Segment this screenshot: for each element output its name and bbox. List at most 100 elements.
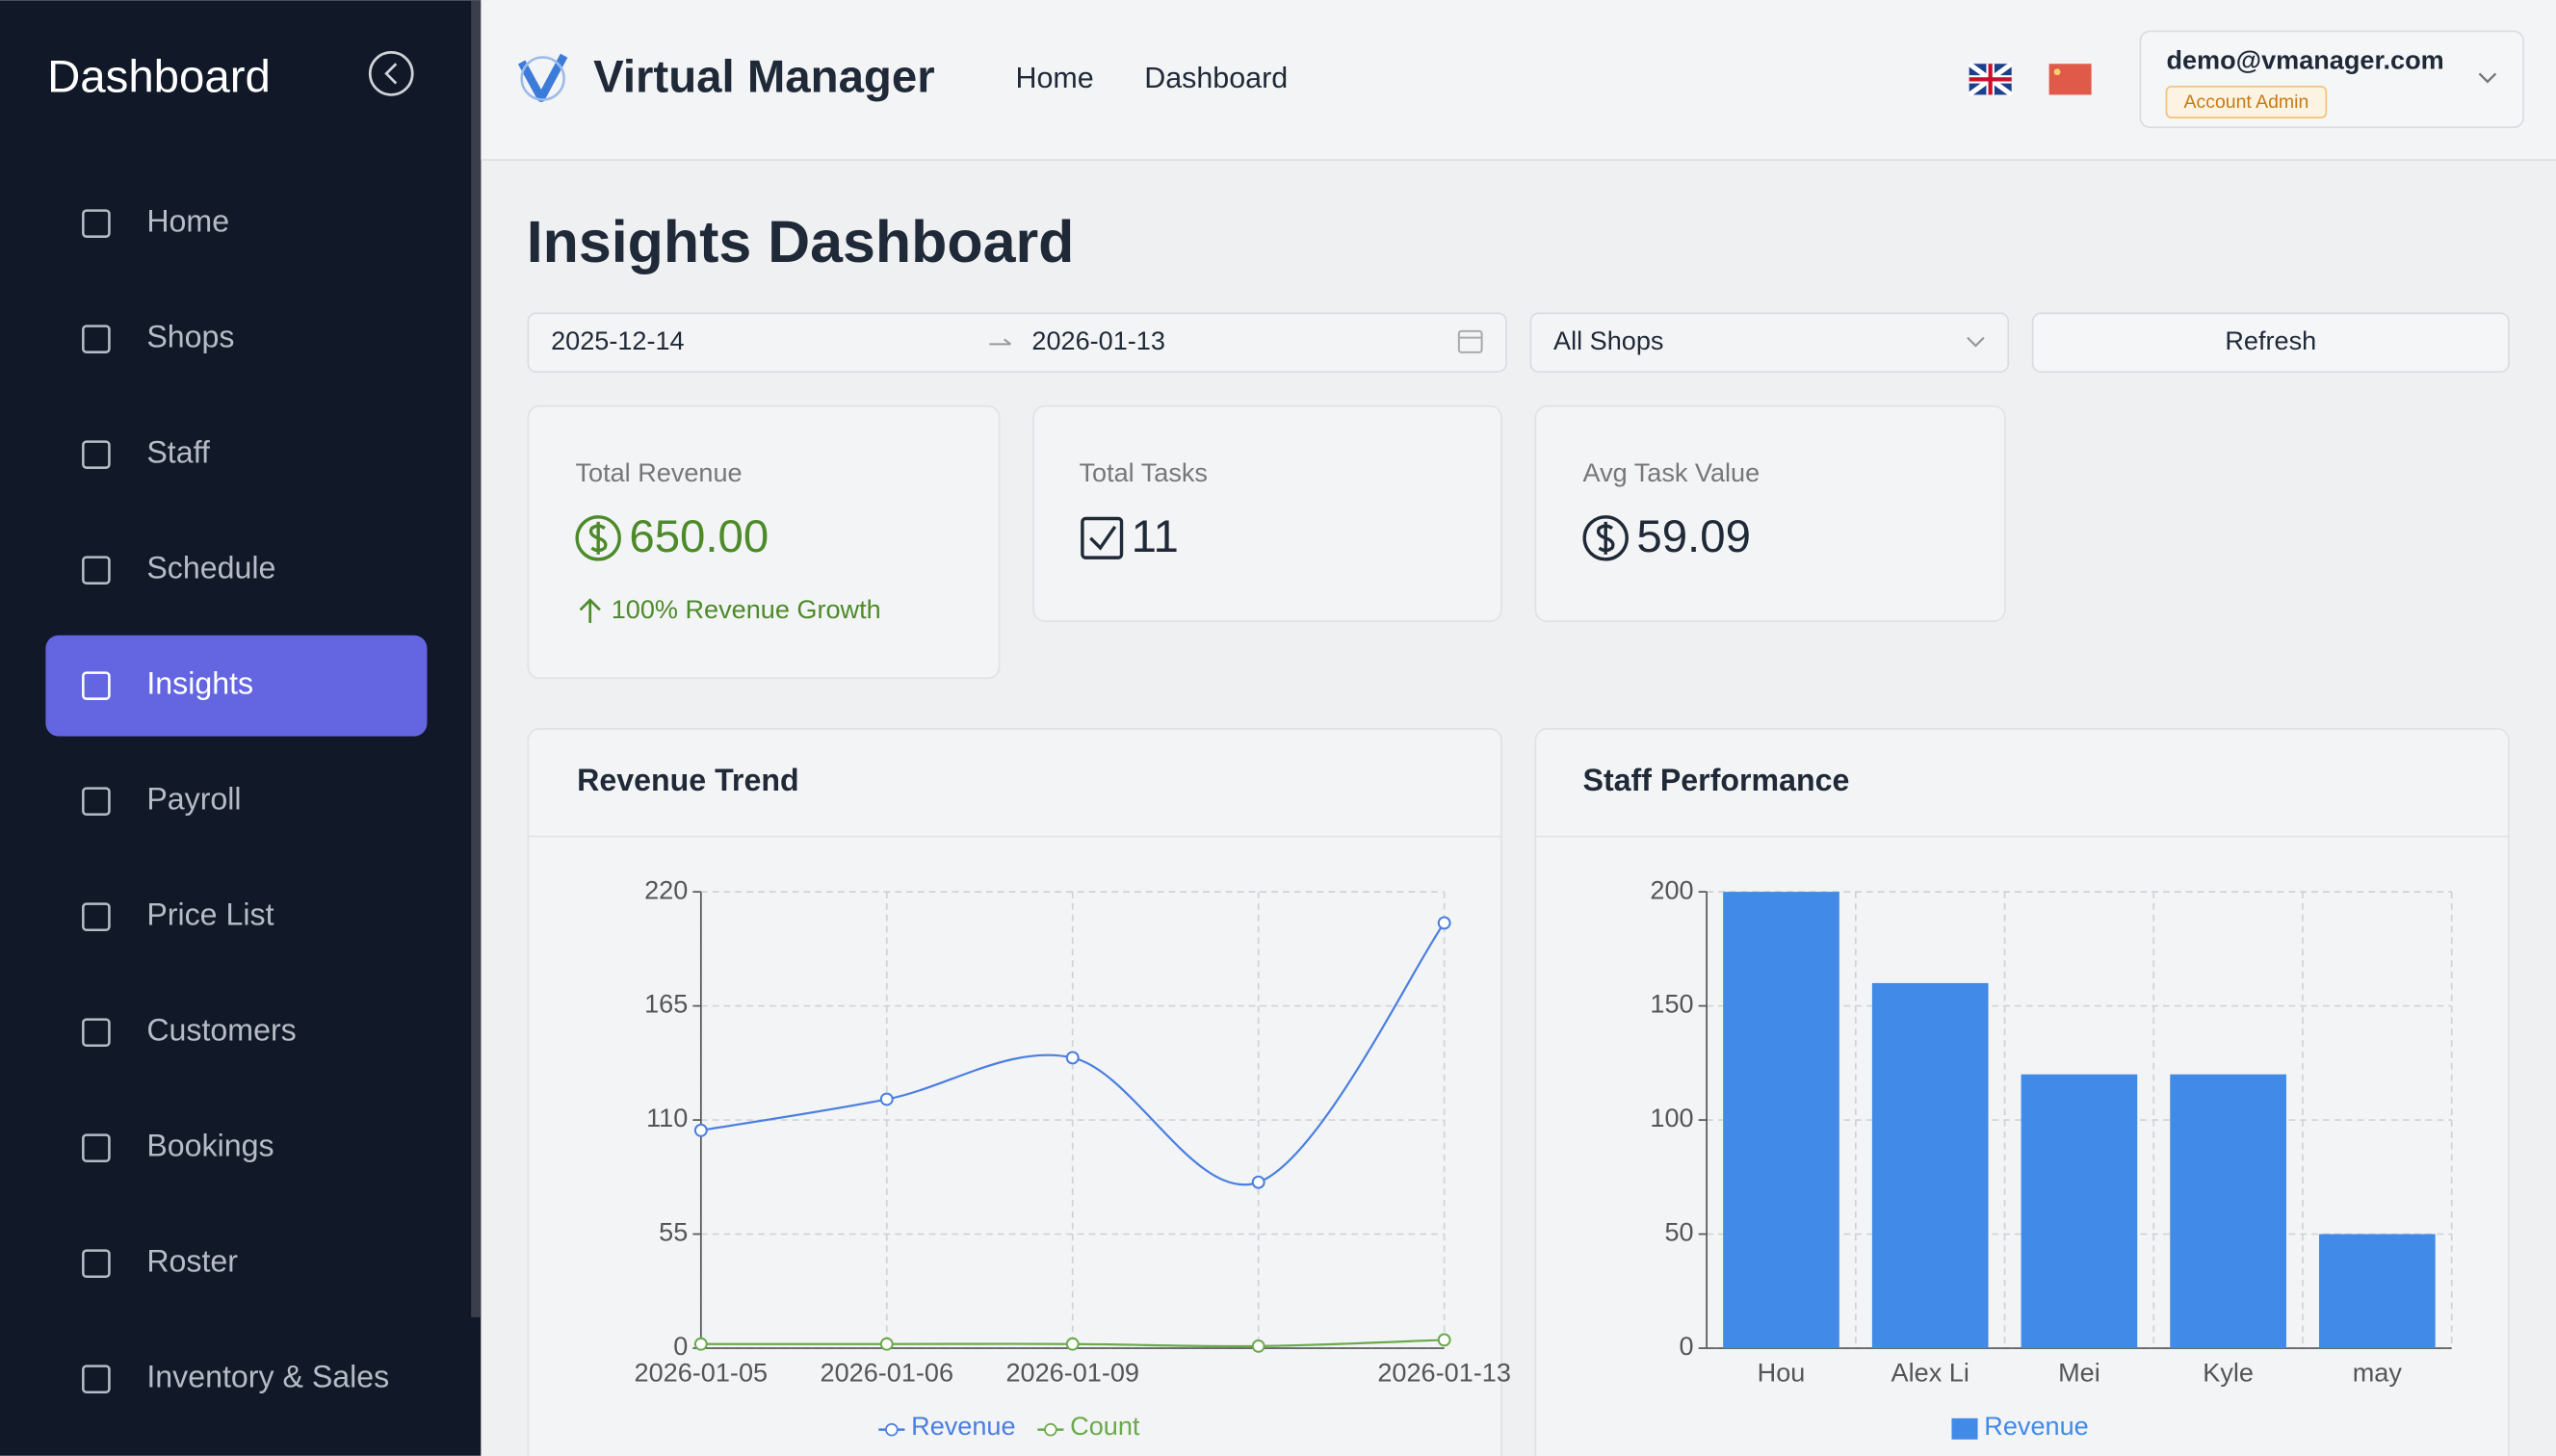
nav-item[interactable]: Schedule xyxy=(146,551,275,585)
stat-card xyxy=(1534,404,2006,622)
dollar-icon xyxy=(1582,515,1629,561)
point xyxy=(1437,1333,1451,1347)
nav-item[interactable]: Home xyxy=(146,204,229,239)
point xyxy=(1251,1339,1265,1353)
nav-item[interactable]: Inventory & Sales xyxy=(146,1360,389,1394)
up-arrow xyxy=(579,598,601,623)
point xyxy=(1251,1175,1265,1189)
nav-icon xyxy=(82,556,111,585)
x-tick-label: Alex Li xyxy=(1891,1357,1969,1387)
y-tick-label: 0 xyxy=(1680,1331,1694,1361)
shop-select-text: All Shops xyxy=(1553,325,1663,355)
nav-icon xyxy=(82,440,111,469)
logo xyxy=(517,53,568,103)
legend-symbol xyxy=(1951,1417,1978,1440)
stat-value: 11 xyxy=(1132,511,1179,562)
nav-item[interactable]: Payroll xyxy=(146,782,241,817)
y-tick-label: 150 xyxy=(1650,989,1693,1019)
x-tick-label: 2026-01-13 xyxy=(1377,1357,1511,1387)
nav-link[interactable]: Dashboard xyxy=(1144,62,1288,94)
x-tick-label: Hou xyxy=(1758,1357,1806,1387)
nav-icon xyxy=(82,1133,111,1162)
x-tick-label: may xyxy=(2353,1357,2403,1387)
bar xyxy=(2021,1074,2138,1349)
nav-item[interactable]: Staff xyxy=(146,435,210,470)
legend-symbol xyxy=(1044,1422,1057,1437)
stat-value: 59.09 xyxy=(1636,511,1751,562)
dollar-icon xyxy=(575,515,621,561)
date-range[interactable] xyxy=(527,312,1507,374)
x-tick-label: 2026-01-09 xyxy=(1005,1357,1139,1387)
point xyxy=(693,1123,708,1137)
bar xyxy=(2170,1074,2286,1349)
nav-icon xyxy=(82,1249,111,1278)
nav-icon xyxy=(82,787,111,816)
bar xyxy=(1871,982,1989,1349)
nav-item[interactable]: Bookings xyxy=(146,1129,274,1163)
x-tick-label: Kyle xyxy=(2203,1357,2254,1387)
stat-label: Total Tasks xyxy=(1080,457,1208,487)
check-icon xyxy=(1081,516,1124,559)
chart-title: Revenue Trend xyxy=(577,763,798,797)
y-tick-label: 220 xyxy=(644,874,688,904)
legend-label[interactable]: Revenue xyxy=(1984,1411,2088,1441)
nav-icon xyxy=(82,1018,111,1047)
sidebar-title: Dashboard xyxy=(47,52,271,103)
nav-item[interactable]: Price List xyxy=(146,897,274,932)
stat-label: Avg Task Value xyxy=(1583,457,1761,487)
flag-cn[interactable] xyxy=(2048,64,2092,95)
date-start: 2025-12-14 xyxy=(551,325,685,355)
refresh-button[interactable] xyxy=(2031,312,2510,374)
role-badge xyxy=(2165,86,2328,118)
point xyxy=(1437,916,1451,930)
nav-icon xyxy=(82,209,111,238)
stat-value: 650.00 xyxy=(629,511,769,562)
nav-item[interactable]: Roster xyxy=(146,1244,238,1279)
y-tick-label: 165 xyxy=(644,989,688,1019)
point xyxy=(693,1337,708,1351)
nav-item[interactable]: Shops xyxy=(146,320,234,354)
x-tick-label: 2026-01-06 xyxy=(821,1357,954,1387)
bar xyxy=(1723,892,1839,1349)
stat-label: Total Revenue xyxy=(575,457,742,487)
stat-card xyxy=(1032,404,1502,622)
x-tick-label: Mei xyxy=(2058,1357,2100,1387)
stat-card xyxy=(527,404,1001,680)
chevron xyxy=(1967,336,1985,348)
point xyxy=(879,1337,894,1351)
nav-icon xyxy=(82,671,111,700)
nav-icon xyxy=(82,1365,111,1394)
shop-select[interactable] xyxy=(1529,312,2010,374)
bar xyxy=(2318,1234,2436,1349)
chevron xyxy=(2478,72,2497,84)
calendar-icon xyxy=(1457,329,1483,353)
arrow xyxy=(989,338,1012,346)
collapse-button[interactable] xyxy=(368,51,414,96)
y-tick-label: 110 xyxy=(646,1103,688,1132)
y-tick-label: 100 xyxy=(1650,1103,1693,1132)
chart-title: Staff Performance xyxy=(1583,763,1850,797)
date-end: 2026-01-13 xyxy=(1031,325,1165,355)
y-tick-label: 0 xyxy=(673,1331,688,1361)
nav-item[interactable]: Insights xyxy=(146,666,253,701)
legend-label[interactable]: Revenue xyxy=(911,1411,1015,1441)
nav-link[interactable]: Home xyxy=(1015,62,1093,94)
nav-icon xyxy=(82,325,111,353)
point xyxy=(879,1092,894,1106)
point xyxy=(1065,1337,1080,1351)
sidebar-scrollbar xyxy=(471,0,482,1317)
page-title: Insights Dashboard xyxy=(527,209,1075,274)
user-email: demo@vmanager.com xyxy=(2166,45,2443,75)
flag-uk[interactable] xyxy=(1968,62,2014,97)
y-tick-label: 200 xyxy=(1650,874,1693,904)
legend-label[interactable]: Count xyxy=(1070,1411,1140,1441)
point xyxy=(1065,1051,1080,1065)
y-tick-label: 50 xyxy=(1664,1217,1693,1247)
active-item xyxy=(45,635,428,737)
role-text: Account Admin xyxy=(2184,91,2309,113)
stat-note: 100% Revenue Growth xyxy=(612,594,881,624)
nav-icon xyxy=(82,902,111,931)
nav-item[interactable]: Customers xyxy=(146,1013,296,1048)
